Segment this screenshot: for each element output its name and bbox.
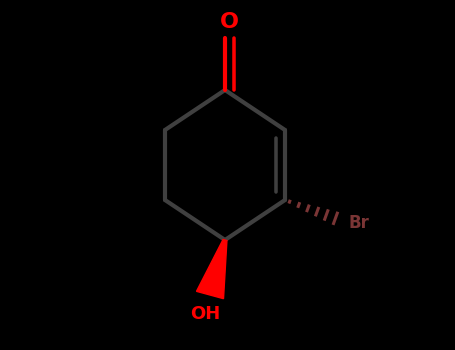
Text: Br: Br [348,214,369,232]
Polygon shape [197,239,227,299]
Text: O: O [219,12,238,32]
Text: OH: OH [190,305,220,323]
